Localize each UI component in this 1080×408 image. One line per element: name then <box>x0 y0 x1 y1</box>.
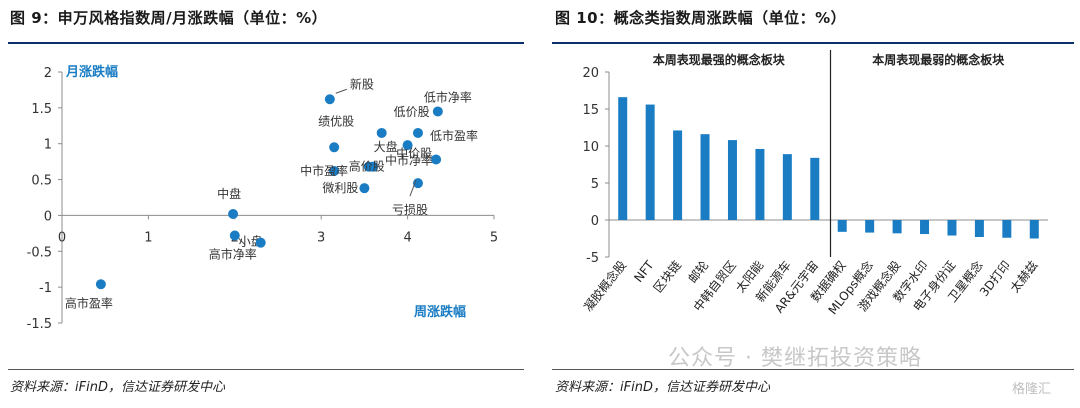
scatter-y-tick-label: 0 <box>44 209 52 224</box>
scatter-title: 图 9：申万风格指数周/月涨跌幅（单位：%） <box>10 9 328 27</box>
right-top-rule <box>552 42 1074 44</box>
scatter-y-tick-label: -0.5 <box>27 245 52 260</box>
bar-y-tick-label: 10 <box>582 140 599 155</box>
bar-category-label: 邮轮 <box>686 258 712 286</box>
scatter-leader-line <box>238 238 246 245</box>
scatter-point <box>229 230 240 241</box>
scatter-y-tick-label: 2 <box>44 66 52 81</box>
scatter-y-tick-label: 0.5 <box>31 174 52 189</box>
bar <box>755 148 765 220</box>
scatter-point <box>329 165 340 176</box>
bar <box>892 220 902 234</box>
scatter-point-label: 中价股 <box>396 145 432 160</box>
scatter-point <box>402 140 413 151</box>
bar <box>700 134 710 220</box>
bar-category-label: 区块链 <box>650 258 684 296</box>
bar <box>1002 220 1012 238</box>
scatter-leader-line <box>409 179 417 197</box>
bar-y-tick-label: 20 <box>582 66 599 81</box>
scatter-point <box>255 237 266 248</box>
bar <box>727 140 737 220</box>
bar <box>645 104 655 220</box>
scatter-point <box>359 183 370 194</box>
scatter-point-label: 高价股 <box>349 159 385 174</box>
scatter-x-tick-label: 1 <box>144 230 152 245</box>
bar-title: 图 10：概念类指数周涨跌幅（单位：%） <box>555 9 847 27</box>
bar <box>920 220 930 235</box>
scatter-y-tick-label: -1.5 <box>27 317 52 332</box>
scatter-point-label: 大盘 <box>374 139 398 154</box>
group-label-weakest: 本周表现最弱的概念板块 <box>872 52 1005 67</box>
watermark-logo: 格隆汇 <box>1012 382 1052 397</box>
scatter-y-axis-title: 月涨跌幅 <box>65 64 118 80</box>
scatter-point-label: 低市净率 <box>424 89 472 104</box>
scatter-point <box>376 127 387 138</box>
scatter-point-label: 低市盈率 <box>430 128 478 143</box>
left-top-rule <box>8 42 524 44</box>
scatter-y-tick-label: -1 <box>39 281 52 296</box>
scatter-point-label: 中盘 <box>217 186 241 201</box>
bar <box>947 220 957 236</box>
scatter-point <box>324 94 335 105</box>
scatter-x-axis-title: 周涨跌幅 <box>414 304 466 320</box>
scatter-point-label: 亏损股 <box>392 203 428 217</box>
bar-y-tick-label: 0 <box>591 214 599 229</box>
right-bottom-rule <box>552 369 1074 370</box>
bar <box>865 220 875 233</box>
scatter-x-tick-label: 4 <box>403 230 411 245</box>
scatter-point-label: 绩优股 <box>318 114 354 128</box>
left-bottom-rule <box>8 369 524 370</box>
bar <box>673 130 683 220</box>
bar-category-label: NFT <box>631 258 657 285</box>
group-label-strongest: 本周表现最强的概念板块 <box>653 52 786 67</box>
bar-y-tick-label: 15 <box>582 103 599 118</box>
bar-y-tick-label: -5 <box>586 251 599 266</box>
scatter-point-label: 低价股 <box>394 105 430 119</box>
scatter-leader-line <box>335 88 348 94</box>
scatter-point <box>363 161 374 172</box>
scatter-point <box>228 208 239 219</box>
style-scatter-chart: -1.5-1-0.500.511.52012345月涨跌幅周涨跌幅新股绩优股低市… <box>27 64 499 332</box>
scatter-point <box>432 106 443 117</box>
bar <box>974 220 984 238</box>
bar <box>837 220 847 232</box>
watermark-text: 公众号 · 樊继拓投资策略 <box>668 346 922 371</box>
scatter-x-tick-label: 0 <box>58 230 66 245</box>
bar-category-label: 凝胶概念股 <box>580 258 629 315</box>
scatter-point <box>95 279 106 290</box>
bar <box>1029 220 1039 239</box>
scatter-y-tick-label: 1.5 <box>31 102 52 117</box>
scatter-x-tick-label: 5 <box>490 230 498 245</box>
scatter-point-label: 高市盈率 <box>65 295 113 310</box>
scatter-x-tick-label: 3 <box>317 230 325 245</box>
bar-y-tick-label: 5 <box>591 177 599 192</box>
bar <box>810 157 820 220</box>
bar <box>782 154 792 220</box>
scatter-point-label: 微利股 <box>322 181 358 195</box>
scatter-point-label: 新股 <box>350 76 374 91</box>
bar-category-label: 太赫兹 <box>1007 258 1041 296</box>
scatter-point <box>431 154 442 165</box>
scatter-point-label: 中市净率 <box>385 153 433 168</box>
scatter-point <box>412 127 423 138</box>
right-source: 资料来源：iFinD，信达证券研发中心 <box>555 380 770 395</box>
bar <box>618 97 628 220</box>
scatter-point-label: 高市净率 <box>209 247 257 262</box>
left-source: 资料来源：iFinD，信达证券研发中心 <box>10 380 225 395</box>
scatter-y-tick-label: 1 <box>44 138 52 153</box>
scatter-point-label: 中市盈率 <box>300 163 348 178</box>
scatter-point <box>329 142 340 153</box>
